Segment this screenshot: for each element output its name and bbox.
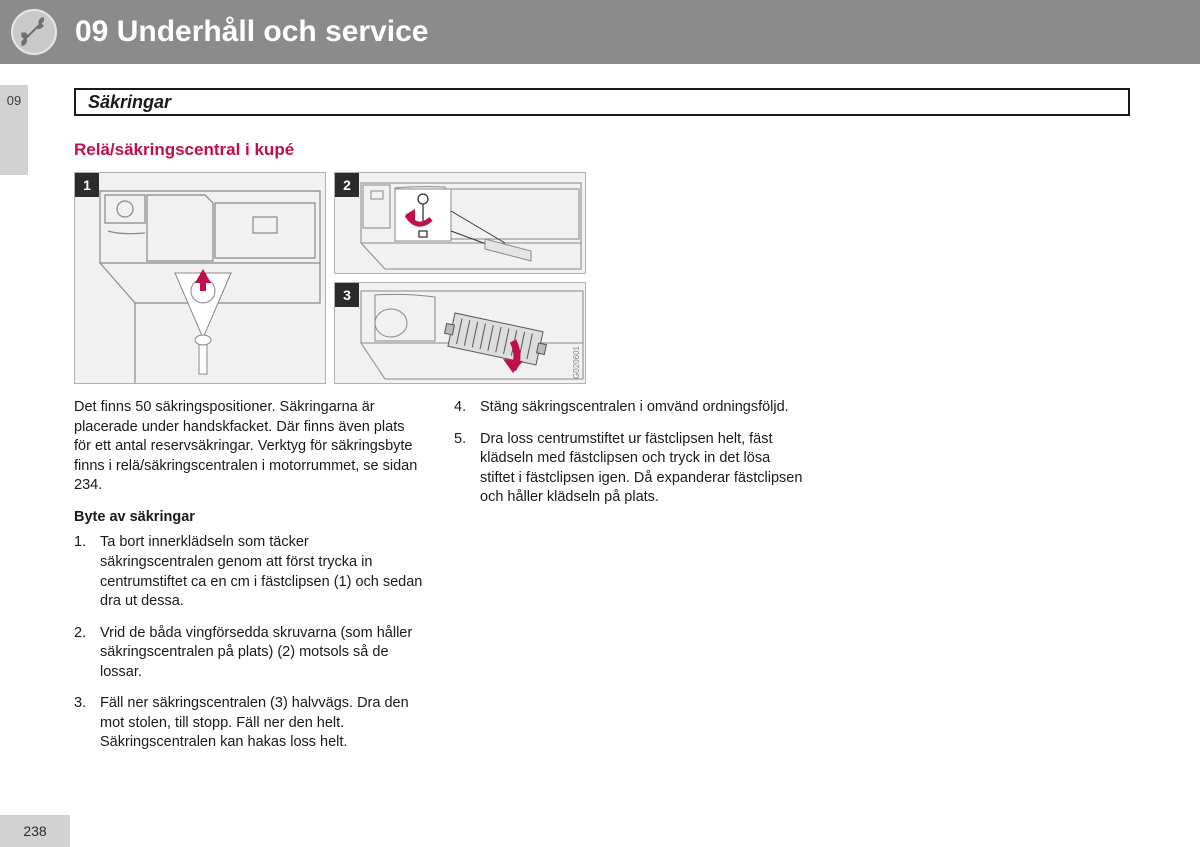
subject-bar-text: Säkringar (88, 92, 171, 113)
step-text: Dra loss centrumstiftet ur fästclipsen h… (480, 430, 804, 508)
column-2: 4.Stäng säkringscentralen i omvänd ordni… (454, 398, 804, 765)
wrench-icon (11, 9, 57, 55)
subject-bar: Säkringar (74, 88, 1130, 116)
step-text: Stäng säkringscentralen i omvänd ordning… (480, 398, 804, 418)
step-4: 4.Stäng säkringscentralen i omvänd ordni… (454, 398, 804, 418)
illustration-row: 1 (74, 172, 1130, 384)
banner-title: 09 Underhåll och service (75, 15, 429, 49)
image-code: G020601 (572, 346, 581, 379)
side-tab: 09 (0, 85, 28, 175)
step-2: 2.Vrid de båda vingförsedda skruvarna (s… (74, 624, 424, 683)
step-num: 5. (454, 430, 480, 508)
illustration-1: 1 (74, 172, 326, 384)
top-banner: 09 Underhåll och service (0, 0, 1200, 64)
step-text: Fäll ner säkringscentralen (3) halvvägs.… (100, 694, 424, 753)
intro-paragraph: Det finns 50 säkringspositioner. Säkring… (74, 398, 424, 496)
page-number: 238 (23, 823, 46, 839)
step-1: 1.Ta bort innerklädseln som täcker säkri… (74, 533, 424, 611)
body-columns: Det finns 50 säkringspositioner. Säkring… (74, 398, 1130, 765)
illustration-3: 3 (334, 282, 586, 384)
illus-badge-3: 3 (335, 283, 359, 307)
step-num: 1. (74, 533, 100, 611)
page-number-tab: 238 (0, 815, 70, 847)
illustration-2: 2 (334, 172, 586, 274)
illus-badge-2: 2 (335, 173, 359, 197)
side-tab-number: 09 (0, 93, 28, 108)
illus-badge-1: 1 (75, 173, 99, 197)
step-text: Ta bort innerklädseln som täcker säkring… (100, 533, 424, 611)
step-5: 5.Dra loss centrumstiftet ur fästclipsen… (454, 430, 804, 508)
step-num: 2. (74, 624, 100, 683)
step-3: 3.Fäll ner säkringscentralen (3) halvväg… (74, 694, 424, 753)
subheading: Byte av säkringar (74, 508, 424, 528)
section-heading: Relä/säkringscentral i kupé (74, 140, 1130, 160)
content-area: Relä/säkringscentral i kupé 1 (74, 140, 1130, 765)
step-num: 4. (454, 398, 480, 418)
step-text: Vrid de båda vingförsedda skruvarna (som… (100, 624, 424, 683)
column-1: Det finns 50 säkringspositioner. Säkring… (74, 398, 424, 765)
step-num: 3. (74, 694, 100, 753)
